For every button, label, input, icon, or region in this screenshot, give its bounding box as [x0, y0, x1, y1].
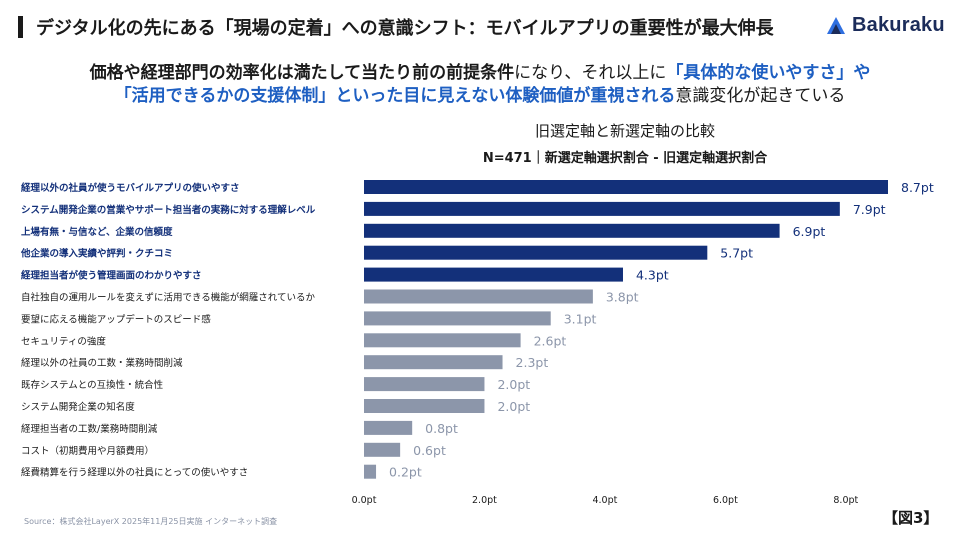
brand-logo: Bakuraku	[826, 14, 945, 37]
value-label: 7.9pt	[853, 202, 886, 217]
category-label: システム開発企業の知名度	[21, 401, 135, 413]
category-label: コスト（初期費用や月額費用）	[21, 445, 154, 457]
value-label: 0.8pt	[425, 421, 458, 436]
bar	[364, 399, 485, 413]
logo-text: Bakuraku	[852, 14, 945, 36]
category-label: 経理担当者の工数/業務時間削減	[21, 423, 158, 435]
bar	[364, 333, 521, 348]
category-label: システム開発企業の営業やサポート担当者の実務に対する理解レベル	[21, 204, 316, 216]
figure-label: 【図3】	[883, 509, 939, 527]
value-label: 2.3pt	[516, 355, 549, 370]
bar	[364, 289, 593, 304]
category-label: 自社独自の運用ルールを変えずに活用できる機能が網羅されているか	[21, 292, 316, 304]
bar	[364, 442, 401, 457]
value-label: 3.8pt	[606, 290, 639, 305]
category-label: 経理以外の社員の工数・業務時間削減	[21, 357, 183, 369]
value-label: 2.6pt	[534, 333, 567, 348]
bar	[364, 201, 840, 216]
x-tick-label: 2.0pt	[472, 495, 497, 506]
value-label: 4.3pt	[636, 268, 669, 283]
value-label: 8.7pt	[901, 180, 934, 195]
value-label: 0.2pt	[389, 465, 422, 480]
x-tick-label: 6.0pt	[713, 495, 738, 506]
x-tick-label: 8.0pt	[833, 495, 858, 506]
chart-title: 旧選定軸と新選定軸の比較	[534, 122, 715, 140]
bar	[364, 311, 551, 326]
source-note: Source：株式会社LayerX 2025年11月25日実施 インターネット調…	[24, 517, 278, 526]
title-accent-bar	[18, 16, 23, 38]
category-label: 経理担当者が使う管理画面のわかりやすさ	[21, 270, 202, 282]
category-label: 既存システムとの互換性・統合性	[21, 379, 164, 391]
value-label: 5.7pt	[720, 246, 753, 261]
value-label: 0.6pt	[413, 443, 446, 458]
lead-premise: 価格や経理部門の効率化は満たして当たり前の前提条件	[89, 63, 515, 83]
chart-subtitle: N=471｜新選定軸選択割合 - 旧選定軸選択割合	[482, 151, 768, 166]
lead-connector: になり、それ以上に	[514, 63, 667, 83]
category-label: 経費精算を行う経理以外の社員にとっての使いやすさ	[21, 467, 248, 479]
bar	[364, 267, 623, 282]
bar	[364, 420, 413, 435]
lead-text: 価格や経理部門の効率化は満たして当たり前の前提条件になり、それ以上に「具体的な使…	[0, 62, 960, 108]
x-tick-label: 4.0pt	[592, 495, 617, 506]
value-label: 3.1pt	[564, 311, 597, 326]
bar	[364, 464, 377, 479]
page-title: デジタル化の先にある「現場の定着」への意識シフト：モバイルアプリの重要性が最大伸…	[36, 18, 774, 39]
bakuraku-logo-icon	[827, 16, 845, 34]
lead-line-1: 価格や経理部門の効率化は満たして当たり前の前提条件になり、それ以上に「具体的な使…	[0, 62, 960, 85]
category-label: 経理以外の社員が使うモバイルアプリの使いやすさ	[21, 182, 240, 194]
category-label: 他企業の導入実績や評判・クチコミ	[20, 248, 173, 260]
lead-conclusion: 意識変化が起きている	[675, 86, 846, 106]
bar	[364, 377, 485, 392]
x-tick-label: 0.0pt	[352, 495, 377, 506]
category-label: 要望に応える機能アップデートのスピード感	[21, 313, 211, 325]
value-label: 2.0pt	[497, 377, 530, 392]
lead-line-2: 「活用できるかの支援体制」といった目に見えない体験価値が重視される意識変化が起き…	[0, 85, 960, 108]
bar	[364, 245, 708, 260]
category-label: 上場有無・与信など、企業の信頼度	[21, 226, 173, 238]
lead-highlight-support: 「活用できるかの支援体制」といった目に見えない体験価値が重視される	[114, 86, 676, 106]
lead-highlight-usability: 「具体的な使いやすさ」や	[666, 63, 871, 83]
bar	[364, 180, 888, 194]
bar	[364, 223, 780, 238]
value-label: 6.9pt	[793, 224, 826, 239]
category-label: セキュリティの強度	[21, 335, 106, 347]
value-label: 2.0pt	[497, 399, 530, 414]
bar	[364, 355, 503, 370]
